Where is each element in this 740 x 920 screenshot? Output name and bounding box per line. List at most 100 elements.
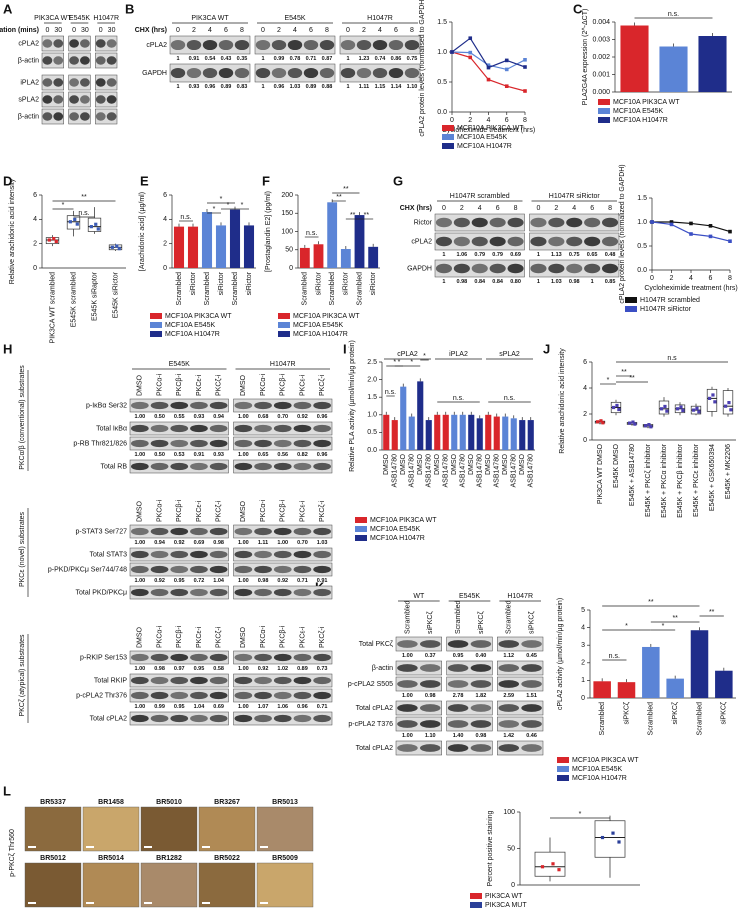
quant: 1.00 (134, 540, 145, 546)
lane-label: 6 (309, 27, 313, 34)
dot (665, 409, 669, 413)
bar (502, 416, 509, 450)
dot (115, 244, 119, 248)
row-label: GAPDH (142, 70, 167, 77)
y-tick-label: 0.5 (437, 79, 447, 86)
bar (383, 414, 390, 450)
band (170, 67, 186, 79)
band (498, 704, 520, 712)
lane-label: siPKCζ (427, 611, 434, 634)
panel-letter: D (3, 173, 12, 188)
band (447, 664, 469, 672)
x-tick-label: Scrambled (329, 272, 336, 306)
x-tick-label: Scrambled (696, 702, 703, 736)
dot (47, 238, 51, 242)
band (69, 56, 79, 65)
dot (600, 835, 605, 840)
band (234, 527, 253, 536)
y-axis-label: cPLA2 activity (µmol/min/µg protein) (557, 598, 564, 710)
y-tick-label: 1.0 (637, 219, 647, 226)
quant: 0.48 (605, 252, 616, 258)
y-tick-label: 1.5 (367, 394, 377, 401)
band (202, 67, 218, 79)
substrate-label: PKCε (novel) substrates (19, 511, 26, 587)
point (728, 239, 732, 243)
ihc-image (198, 862, 256, 908)
sig-label: ** (81, 194, 87, 201)
sig-label: * (227, 202, 230, 209)
legend-swatch (150, 322, 162, 328)
bar (434, 414, 441, 450)
band (254, 714, 272, 723)
x-tick-label: PIK3CA WT DMSO (597, 443, 604, 504)
bar (215, 225, 227, 268)
sig-label: * (220, 196, 223, 203)
y-tick-label: 1 (581, 677, 585, 684)
band (150, 550, 169, 559)
quant: 0.68 (258, 414, 269, 420)
band (273, 424, 292, 433)
x-tick-label: DMSO (417, 453, 424, 475)
sig-label: * (398, 359, 401, 366)
band (521, 640, 542, 648)
sample-label: BR5012 (40, 855, 66, 862)
scale-bar (86, 846, 94, 848)
band (584, 236, 601, 247)
dot (617, 840, 621, 844)
band (313, 424, 332, 433)
y-axis-label: PLA2G4A expression (2^-ΔCT) (582, 9, 589, 106)
bar (243, 225, 255, 268)
lane-label: 8 (410, 27, 414, 34)
band (209, 676, 228, 685)
x-tick-label: Scrambled (648, 702, 655, 736)
band (470, 664, 492, 672)
band (566, 263, 583, 274)
band (254, 550, 272, 559)
band (507, 263, 524, 274)
lane-label: 4 (293, 27, 297, 34)
band (356, 67, 372, 79)
sig-label: n.s. (180, 214, 191, 221)
y-tick-label: 0 (511, 882, 515, 889)
x-tick-label: E545K scrambled (70, 272, 77, 327)
quant: 0.96 (317, 414, 328, 420)
quant: 0.89 (297, 666, 308, 672)
dot (96, 227, 100, 231)
quant: 1.00 (402, 653, 413, 659)
y-tick-label: 2 (33, 241, 37, 248)
legend-swatch (598, 108, 610, 114)
bar (698, 36, 727, 92)
row-label: p-cPLA2 Thr376 (76, 692, 127, 699)
band (293, 676, 312, 685)
quant: 1.00 (134, 452, 145, 458)
quant: 0.85 (605, 279, 616, 285)
dot (611, 831, 615, 835)
quant: 1.00 (238, 414, 249, 420)
quant: 0.92 (154, 578, 165, 584)
bar (485, 414, 492, 450)
point (689, 221, 693, 226)
band (273, 676, 292, 685)
sig-label: n.s. (504, 395, 515, 402)
quant: 1.10 (407, 84, 418, 90)
band (303, 67, 319, 79)
ihc-image (198, 806, 256, 852)
quant: 1.06 (456, 252, 467, 258)
band (293, 588, 312, 597)
band (95, 56, 106, 65)
quant: 1.14 (391, 84, 403, 90)
dot (110, 245, 114, 249)
band (521, 744, 542, 752)
dot (601, 421, 605, 425)
quant: 1.42 (503, 733, 514, 739)
y-axis-label: [Prostaglandin E2] (pg/ml) (265, 191, 272, 272)
lane-label: 8 (608, 205, 612, 212)
quant: 0.82 (297, 452, 308, 458)
quant: 0.91 (189, 56, 200, 62)
legend-swatch (150, 313, 162, 319)
band (340, 39, 356, 51)
quant: 0.99 (274, 56, 285, 62)
quant: 0.93 (189, 84, 200, 90)
band (69, 39, 79, 48)
lane-label: Scrambled (404, 600, 411, 634)
